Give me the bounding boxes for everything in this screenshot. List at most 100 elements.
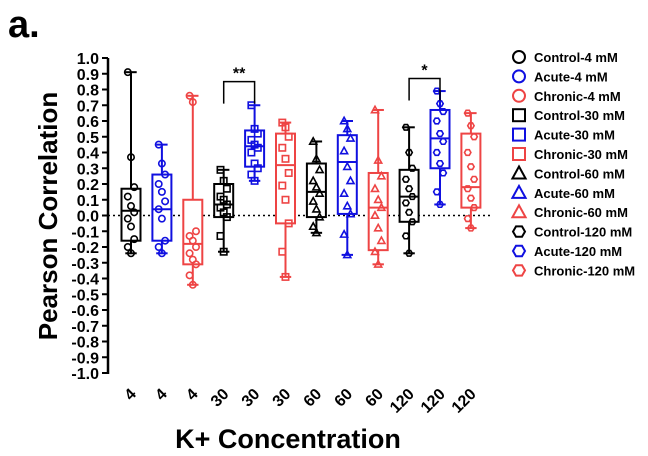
box-control-30mm [213, 165, 235, 256]
data-point [127, 153, 136, 162]
y-tick-label: -0.9 [71, 350, 99, 367]
data-point [370, 246, 380, 256]
data-point [376, 235, 387, 245]
data-point [284, 219, 293, 228]
x-tick-label: 120 [449, 386, 480, 417]
data-point [432, 148, 441, 157]
data-point [466, 224, 476, 232]
data-point [161, 197, 170, 206]
box-control-4mm [120, 68, 142, 258]
data-point [432, 87, 441, 95]
y-tick-label: 0.3 [77, 161, 99, 178]
legend-marker [510, 203, 528, 219]
legend-label: Chronic-30 mM [534, 147, 628, 162]
data-point [404, 208, 414, 216]
legend-marker [510, 164, 528, 180]
data-point [311, 181, 322, 191]
data-point [469, 175, 479, 183]
data-point [370, 104, 380, 114]
data-point [432, 188, 441, 196]
legend-label: Chronic-60 mM [534, 205, 628, 220]
data-point [185, 249, 194, 258]
data-point [345, 208, 356, 218]
data-point [253, 129, 262, 138]
legend-marker [512, 127, 526, 142]
data-point [469, 204, 479, 212]
legend-label: Acute-60 mM [534, 186, 615, 201]
x-tick-label: 4 [183, 386, 201, 404]
data-point [281, 272, 290, 281]
data-point [123, 68, 132, 77]
data-point [253, 143, 262, 152]
data-point [284, 168, 293, 177]
data-point [130, 235, 139, 244]
box-chronic-30mm [275, 118, 296, 281]
x-tick-label: 120 [387, 386, 418, 417]
data-point [192, 227, 201, 236]
data-point [130, 208, 139, 217]
legend-marker [511, 225, 527, 238]
data-point [216, 231, 225, 240]
data-point [278, 181, 287, 190]
box-acute-60mm [336, 115, 358, 259]
data-point [192, 260, 201, 269]
y-tick-label: -0.5 [71, 287, 99, 304]
data-point [278, 247, 287, 256]
data-point [188, 98, 197, 107]
data-point [250, 176, 259, 185]
bracket-line [222, 80, 256, 104]
data-point [435, 100, 445, 108]
data-point [463, 109, 472, 117]
legend-label: Control-4 mM [534, 50, 618, 65]
legend-marker [512, 108, 526, 123]
data-point [401, 175, 411, 183]
data-point [157, 214, 166, 223]
data-point [342, 123, 353, 133]
x-tick-label: 60 [362, 386, 387, 411]
data-point [188, 236, 197, 245]
data-point [435, 130, 445, 138]
data-point [370, 183, 380, 193]
data-point [463, 215, 472, 223]
data-point [284, 132, 293, 141]
x-tick-label: 30 [270, 386, 295, 411]
data-point [222, 213, 231, 222]
x-tick-label: 30 [239, 386, 264, 411]
data-point [432, 117, 441, 125]
data-point [314, 188, 325, 197]
data-point [154, 180, 163, 189]
y-tick-label: 0.1 [77, 193, 99, 210]
data-point [439, 107, 448, 116]
data-point [157, 249, 166, 258]
data-point [216, 165, 225, 174]
box-control-60mm [305, 136, 327, 237]
data-point [185, 91, 194, 100]
data-point [311, 203, 322, 213]
data-point [127, 202, 136, 211]
data-point [311, 227, 322, 237]
data-point [466, 122, 476, 130]
box-acute-30mm [244, 101, 266, 185]
data-point [219, 176, 228, 185]
data-point [373, 194, 384, 204]
panel-label: a. [8, 4, 40, 46]
y-tick-label: 0.6 [77, 114, 99, 131]
data-point [123, 214, 132, 223]
data-point [185, 271, 194, 280]
y-tick-label: -0.8 [71, 335, 99, 352]
significance-bracket: * [408, 62, 441, 101]
y-tick-label: -0.7 [71, 319, 99, 336]
y-axis-title: Pearson Correlation [33, 92, 63, 341]
y-tick-label: 0.8 [77, 83, 99, 100]
data-point [404, 185, 414, 193]
data-point [373, 258, 384, 268]
data-point [192, 243, 201, 252]
data-point [188, 280, 197, 289]
data-point [308, 136, 319, 145]
box-chronic-60mm [367, 104, 389, 268]
data-point [123, 192, 132, 201]
y-tick-label: 0.7 [77, 98, 99, 115]
data-point [127, 222, 136, 231]
box-chronic-120mm [460, 109, 482, 232]
